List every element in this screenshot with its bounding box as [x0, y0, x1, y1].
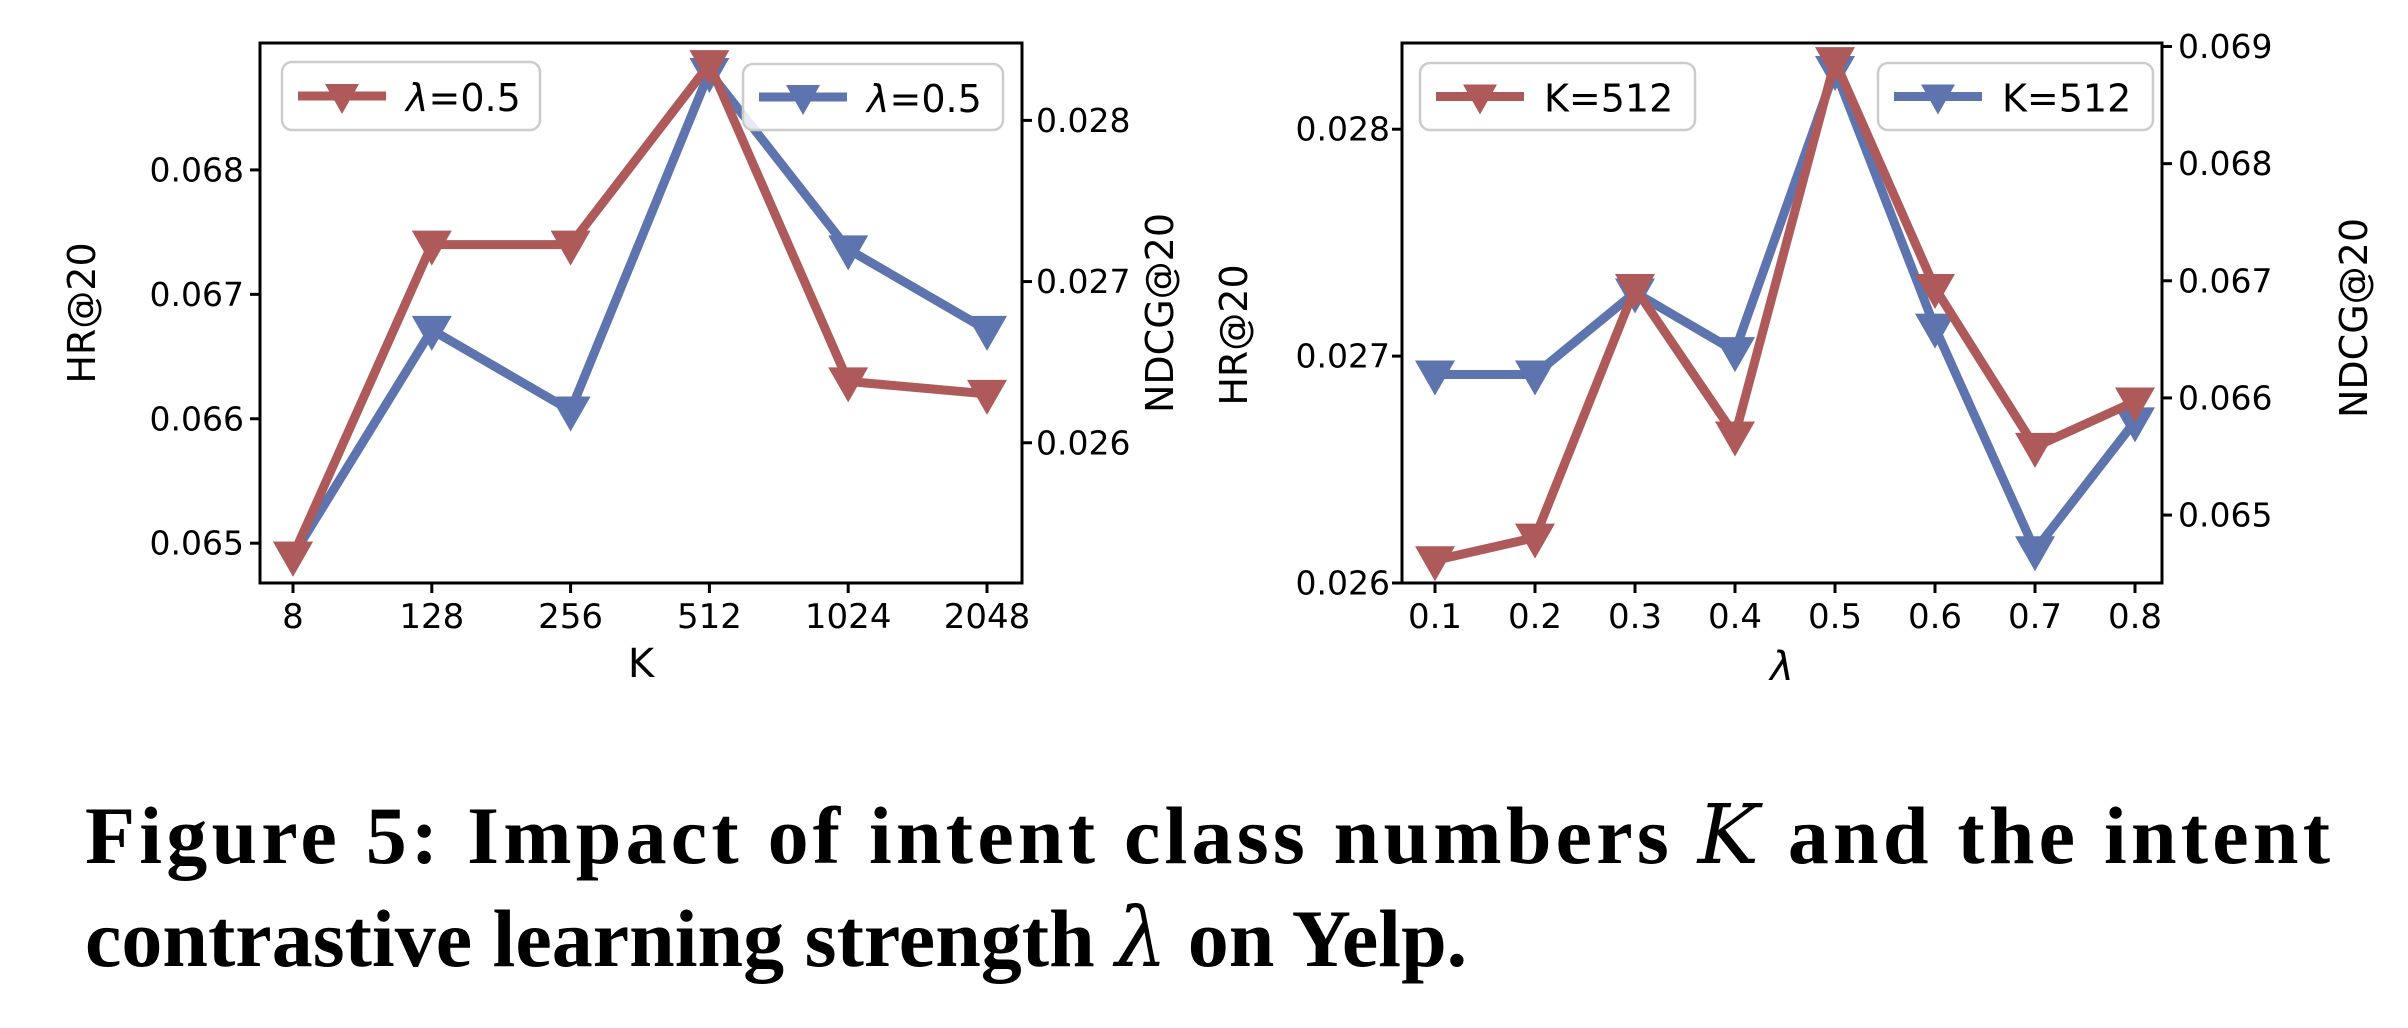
right-axis-label: NDCG@20 [1138, 213, 1182, 413]
legend-label-part: =0.5 [429, 76, 521, 120]
legend-triangle-down-marker [1463, 84, 1497, 115]
x-tick-label: 0.2 [1508, 597, 1562, 637]
triangle-down-marker [1915, 274, 1955, 310]
triangle-down-marker [2015, 432, 2055, 468]
right-y-tick-label: 0.068 [2178, 144, 2272, 183]
triangle-down-marker [2115, 387, 2155, 423]
legend-triangle-down-marker [786, 85, 820, 115]
x-tick-label: 8 [282, 597, 304, 637]
triangle-down-marker [1615, 274, 1655, 310]
x-tick-label: 0.4 [1708, 597, 1762, 637]
caption-line-2: contrastive learning strength λ on Yelp. [85, 891, 1467, 986]
right-y-tick-label: 0.027 [1036, 262, 1130, 301]
left-y-tick-label: 0.065 [150, 524, 244, 563]
right-y-tick-label: 0.069 [2178, 27, 2272, 66]
triangle-down-marker [273, 541, 313, 577]
triangle-down-marker [1415, 546, 1455, 582]
caption-lambda-symbol: λ [1112, 891, 1167, 986]
legend-label-part: K=512 [1544, 77, 1673, 121]
x-tick-label: 0.7 [2008, 597, 2062, 637]
triangle-down-marker [550, 396, 591, 432]
left-y-tick-label: 0.027 [1296, 337, 1390, 376]
caption-k-symbol: K [1696, 788, 1764, 883]
legend-label-part: =0.5 [890, 77, 982, 121]
legend-label: K=512 [2002, 77, 2131, 121]
right-y-tick-label: 0.028 [1036, 101, 1130, 140]
x-tick-label: 0.1 [1408, 597, 1462, 637]
series-line-ndcg@20 [1430, 65, 2140, 555]
left-axis-label: HR@20 [1212, 264, 1256, 405]
series-line-ndcg@20 [288, 67, 992, 561]
legend-box [741, 62, 1005, 132]
right-y-tick-label: 0.026 [1036, 423, 1130, 462]
chart-k: 0.065 0.066 0.067 0.068 0.026 0.027 0.028 8 128 2… [60, 41, 1182, 687]
triangle-down-marker [1515, 360, 1555, 396]
left-y-tick-label: 0.066 [150, 399, 244, 438]
right-axis-label: NDCG@20 [2332, 218, 2376, 418]
legend-box [1876, 61, 2155, 132]
triangle-down-marker [2115, 407, 2155, 443]
x-tick-label: 0.6 [1908, 597, 1962, 637]
legend-label: λ=0.5 [865, 77, 982, 121]
legend-triangle-down-marker [325, 84, 359, 114]
caption-line-1: Figure 5: Impact of intent class numbers… [85, 788, 2330, 883]
triangle-down-marker [828, 235, 869, 271]
series-line-hr@20 [288, 59, 992, 561]
caption-text: Figure 5: Impact of intent class numbers [85, 790, 1693, 881]
triangle-down-marker [1815, 47, 1855, 83]
series-line-hr@20 [1430, 56, 2140, 565]
triangle-down-marker [1515, 523, 1555, 559]
left-axis-label: HR@20 [60, 242, 104, 383]
x-tick-label: 0.8 [2108, 597, 2162, 637]
triangle-down-marker [967, 379, 1007, 415]
x-tick-label: 512 [677, 597, 742, 637]
caption-text: and the intent [1763, 790, 2330, 881]
triangle-down-marker [689, 50, 730, 86]
x-tick-label: 128 [399, 597, 464, 637]
right-y-tick-label: 0.066 [2178, 378, 2272, 417]
left-y-tick-label: 0.026 [1296, 564, 1390, 603]
left-y-tick-label: 0.068 [150, 150, 244, 189]
caption-text: contrastive learning strength [85, 893, 1115, 984]
charts: 0.065 0.066 0.067 0.068 0.026 0.027 0.028 8 128 2… [60, 27, 2376, 690]
legend-label-part: λ [404, 76, 429, 120]
legend-label-part: K=512 [2002, 77, 2131, 121]
legend-label-part: λ [865, 77, 890, 121]
chart-lambda: 0.026 0.027 0.028 0.065 0.066 0.067 0.068 0.069… [1212, 27, 2376, 690]
triangle-down-marker [1915, 313, 1955, 349]
legend-triangle-down-marker [1921, 84, 1955, 115]
x-tick-label: 256 [538, 597, 603, 637]
x-axis-label: K [628, 641, 656, 687]
x-tick-label: 0.3 [1608, 597, 1662, 637]
x-axis-label: λ [1768, 644, 1794, 690]
triangle-down-marker [2015, 536, 2055, 572]
x-tick-label: 0.5 [1808, 597, 1862, 637]
legend-box [1418, 61, 1697, 132]
legend-label: K=512 [1544, 77, 1673, 121]
right-y-tick-label: 0.065 [2178, 496, 2272, 535]
left-y-tick-label: 0.067 [150, 275, 244, 314]
plot-border [258, 41, 1024, 585]
legend-box [280, 60, 542, 132]
right-y-tick-label: 0.067 [2178, 261, 2272, 300]
triangle-down-marker [550, 230, 591, 266]
triangle-down-marker [411, 315, 452, 351]
x-tick-label: 1024 [805, 597, 892, 637]
caption-text: on Yelp. [1167, 893, 1467, 984]
triangle-down-marker [1415, 360, 1455, 396]
legend-label: λ=0.5 [404, 76, 521, 120]
triangle-down-marker [1715, 337, 1755, 373]
triangle-down-marker [411, 230, 452, 266]
left-y-tick-label: 0.028 [1296, 110, 1390, 149]
x-tick-label: 2048 [944, 597, 1031, 637]
triangle-down-marker [1715, 421, 1755, 457]
plot-border [1400, 41, 2164, 585]
triangle-down-marker [967, 315, 1007, 351]
triangle-down-marker [828, 367, 869, 403]
